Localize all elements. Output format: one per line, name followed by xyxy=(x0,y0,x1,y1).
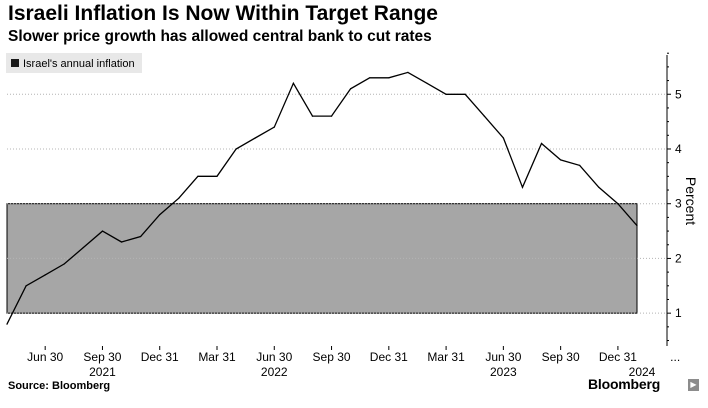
data-point xyxy=(426,82,428,84)
data-point xyxy=(216,175,218,177)
data-point xyxy=(82,246,84,249)
chart-subtitle: Slower price growth has allowed central … xyxy=(8,28,432,45)
data-point xyxy=(617,203,619,205)
data-point xyxy=(579,164,581,166)
legend-box xyxy=(6,53,142,73)
y-tick-label: 1 xyxy=(675,306,682,320)
data-point xyxy=(44,274,46,276)
data-point xyxy=(311,115,314,117)
data-point xyxy=(502,137,504,139)
x-tick-label: Jun 30 xyxy=(27,350,63,364)
data-point xyxy=(598,186,600,188)
series-line-israel-inflation xyxy=(6,71,638,325)
data-point xyxy=(140,235,142,238)
data-point xyxy=(197,175,199,177)
x-tick-label: Mar 31 xyxy=(198,350,236,364)
brand-logo: Bloomberg xyxy=(588,376,661,392)
data-point xyxy=(445,93,447,95)
data-point xyxy=(63,263,65,265)
y-tick-label: 2 xyxy=(675,251,682,265)
data-point xyxy=(407,71,409,73)
data-point xyxy=(6,323,8,325)
legend-swatch xyxy=(11,59,19,67)
x-year-label: 2024 xyxy=(629,365,656,379)
chart-title: Israeli Inflation Is Now Within Target R… xyxy=(8,2,438,25)
x-tick-label: Dec 31 xyxy=(370,350,408,364)
data-point xyxy=(159,214,161,216)
data-point xyxy=(521,186,524,188)
brand-icon: ▶ xyxy=(688,379,699,391)
data-point xyxy=(254,137,256,139)
x-year-label: 2023 xyxy=(490,365,517,379)
y-tick-label: 3 xyxy=(675,197,682,211)
x-year-label: 2022 xyxy=(261,365,288,379)
x-tick-label: Dec 31 xyxy=(599,350,637,364)
y-axis-label: Percent xyxy=(683,177,699,225)
data-point xyxy=(560,159,562,161)
data-point xyxy=(369,77,371,79)
y-tick-label: 4 xyxy=(675,142,682,156)
data-point xyxy=(350,88,352,90)
data-point xyxy=(330,115,333,117)
data-point xyxy=(273,126,275,128)
data-point xyxy=(101,230,104,232)
x-tick-label: ... xyxy=(670,350,680,364)
data-point xyxy=(464,93,466,95)
x-year-label: 2021 xyxy=(89,365,116,379)
data-point xyxy=(120,241,123,243)
data-point xyxy=(235,148,237,150)
data-point xyxy=(178,197,180,199)
data-point xyxy=(540,142,543,145)
x-tick-label: Jun 30 xyxy=(256,350,292,364)
x-tick-label: Sep 30 xyxy=(542,350,580,364)
x-tick-label: Jun 30 xyxy=(485,350,521,364)
legend-label: Israel's annual inflation xyxy=(23,58,135,70)
x-tick-label: Dec 31 xyxy=(141,350,179,364)
x-tick-label: Sep 30 xyxy=(313,350,351,364)
data-point xyxy=(636,225,638,227)
x-tick-label: Sep 30 xyxy=(83,350,121,364)
data-point xyxy=(483,115,485,117)
data-point xyxy=(292,82,294,84)
data-point xyxy=(388,77,390,79)
source-note: Source: Bloomberg xyxy=(8,380,111,392)
y-tick-label: 5 xyxy=(675,87,682,101)
data-point xyxy=(25,285,27,287)
x-tick-label: Mar 31 xyxy=(427,350,465,364)
